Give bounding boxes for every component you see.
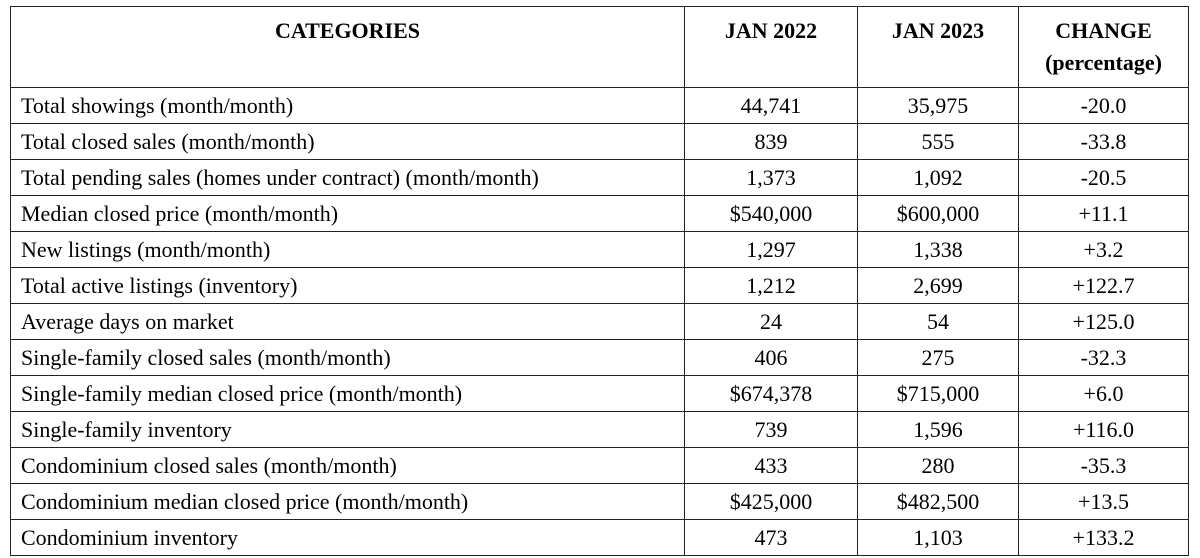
table-row: Condominium inventory 473 1,103 +133.2: [10, 519, 1189, 556]
value-cell: -35.3: [1018, 447, 1189, 484]
table-row: New listings (month/month) 1,297 1,338 +3.2: [10, 231, 1189, 268]
value-cell: $482,500: [857, 483, 1019, 520]
category-cell: Condominium inventory: [10, 519, 685, 556]
value-cell: $425,000: [684, 483, 858, 520]
data-table: CATEGORIES JAN 2022 JAN 2023 CHANGE (percen…: [10, 6, 1189, 556]
table-row: Total active listings (inventory) 1,212 2,…: [10, 267, 1189, 304]
value-cell: +13.5: [1018, 483, 1189, 520]
header-cell: CATEGORIES: [10, 6, 685, 88]
value-cell: 1,596: [857, 411, 1019, 448]
value-cell: +11.1: [1018, 195, 1189, 232]
value-cell: 839: [684, 123, 858, 160]
value-cell: -20.0: [1018, 87, 1189, 124]
category-cell: Median closed price (month/month): [10, 195, 685, 232]
category-cell: Condominium median closed price (month/m…: [10, 483, 685, 520]
category-cell: Single-family closed sales (month/month): [10, 339, 685, 376]
value-cell: 275: [857, 339, 1019, 376]
category-cell: Total closed sales (month/month): [10, 123, 685, 160]
value-cell: -32.3: [1018, 339, 1189, 376]
value-cell: 1,373: [684, 159, 858, 196]
value-cell: 24: [684, 303, 858, 340]
table-row: Total showings (month/month) 44,741 35,975…: [10, 87, 1189, 124]
value-cell: 739: [684, 411, 858, 448]
value-cell: 44,741: [684, 87, 858, 124]
value-cell: -33.8: [1018, 123, 1189, 160]
value-cell: $715,000: [857, 375, 1019, 412]
table-row: Median closed price (month/month) $540,00…: [10, 195, 1189, 232]
value-cell: +3.2: [1018, 231, 1189, 268]
value-cell: 433: [684, 447, 858, 484]
value-cell: 555: [857, 123, 1019, 160]
value-cell: 1,092: [857, 159, 1019, 196]
value-cell: 406: [684, 339, 858, 376]
header-cell: CHANGE (percentage): [1018, 6, 1189, 88]
header-cell: JAN 2023: [857, 6, 1019, 88]
value-cell: 280: [857, 447, 1019, 484]
value-cell: +133.2: [1018, 519, 1189, 556]
table-row: Single-family median closed price (month…: [10, 375, 1189, 412]
category-cell: Average days on market: [10, 303, 685, 340]
table-row: Total closed sales (month/month) 839 555 -3…: [10, 123, 1189, 160]
category-cell: New listings (month/month): [10, 231, 685, 268]
value-cell: $540,000: [684, 195, 858, 232]
value-cell: +125.0: [1018, 303, 1189, 340]
value-cell: 1,338: [857, 231, 1019, 268]
category-cell: Single-family median closed price (month…: [10, 375, 685, 412]
category-cell: Single-family inventory: [10, 411, 685, 448]
header-row: CATEGORIES JAN 2022 JAN 2023 CHANGE (percen…: [10, 6, 1189, 88]
table-body: Total showings (month/month) 44,741 35,975…: [10, 87, 1189, 556]
value-cell: +122.7: [1018, 267, 1189, 304]
value-cell: +116.0: [1018, 411, 1189, 448]
value-cell: $674,378: [684, 375, 858, 412]
value-cell: 54: [857, 303, 1019, 340]
table-row: Condominium median closed price (month/m…: [10, 483, 1189, 520]
value-cell: 2,699: [857, 267, 1019, 304]
table-row: Average days on market 24 54 +125.0: [10, 303, 1189, 340]
value-cell: +6.0: [1018, 375, 1189, 412]
value-cell: 35,975: [857, 87, 1019, 124]
value-cell: 1,103: [857, 519, 1019, 556]
header-cell: JAN 2022: [684, 6, 858, 88]
table-row: Total pending sales (homes under contrac…: [10, 159, 1189, 196]
value-cell: $600,000: [857, 195, 1019, 232]
category-cell: Total pending sales (homes under contrac…: [10, 159, 685, 196]
category-cell: Condominium closed sales (month/month): [10, 447, 685, 484]
value-cell: -20.5: [1018, 159, 1189, 196]
table-row: Single-family inventory 739 1,596 +116.0: [10, 411, 1189, 448]
value-cell: 1,297: [684, 231, 858, 268]
category-cell: Total active listings (inventory): [10, 267, 685, 304]
category-cell: Total showings (month/month): [10, 87, 685, 124]
table-row: Single-family closed sales (month/month)…: [10, 339, 1189, 376]
table-row: Condominium closed sales (month/month) 43…: [10, 447, 1189, 484]
value-cell: 1,212: [684, 267, 858, 304]
value-cell: 473: [684, 519, 858, 556]
